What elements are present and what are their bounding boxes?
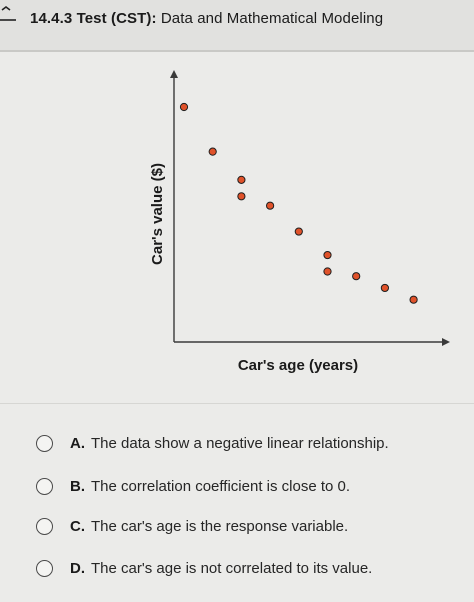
option-text: The data show a negative linear relation…: [91, 434, 389, 452]
data-point: [208, 147, 217, 156]
radio-c[interactable]: [36, 517, 53, 535]
scatter-chart: Car's age (years) Car's value ($): [149, 70, 450, 374]
option-text: The correlation coefficient is close to …: [91, 477, 351, 495]
chart-points: [179, 102, 418, 304]
y-axis-label: Car's value ($): [149, 163, 166, 265]
radio-b[interactable]: [36, 477, 53, 495]
option-c[interactable]: C. The car's age is the response variabl…: [36, 513, 456, 539]
section-divider: [0, 403, 474, 404]
data-point: [352, 272, 361, 281]
option-letter: A.: [70, 434, 85, 452]
data-point: [179, 102, 189, 112]
option-d[interactable]: D. The car's age is not correlated to it…: [36, 555, 456, 581]
header-bar: 14.4.3 Test (CST): Data and Mathematical…: [0, 0, 474, 52]
page-title: 14.4.3 Test (CST): Data and Mathematical…: [30, 10, 383, 27]
test-title: Data and Mathematical Modeling: [160, 10, 384, 27]
data-point: [294, 227, 303, 236]
option-letter: C.: [70, 517, 85, 535]
option-text: The car's age is the response variable.: [91, 517, 349, 535]
x-axis-label: Car's age (years): [238, 357, 358, 374]
option-text: The car's age is not correlated to its v…: [91, 559, 373, 577]
radio-a[interactable]: [36, 434, 53, 452]
option-b[interactable]: B. The correlation coefficient is close …: [36, 473, 456, 499]
option-letter: B.: [70, 477, 85, 495]
data-point: [237, 192, 246, 201]
data-point: [409, 295, 418, 304]
data-point: [323, 250, 332, 260]
data-point: [380, 283, 389, 293]
data-point: [323, 267, 332, 276]
y-axis-arrow: [170, 70, 178, 78]
x-axis-arrow: [442, 338, 450, 346]
radio-d[interactable]: [36, 559, 53, 577]
chart-axes: [170, 70, 450, 346]
option-letter: D.: [70, 559, 85, 577]
test-code: 14.4.3 Test (CST):: [30, 10, 157, 27]
option-a[interactable]: A. The data show a negative linear relat…: [36, 430, 456, 456]
back-arrow-icon[interactable]: [0, 6, 18, 26]
data-point: [266, 201, 275, 210]
data-point: [237, 175, 246, 184]
